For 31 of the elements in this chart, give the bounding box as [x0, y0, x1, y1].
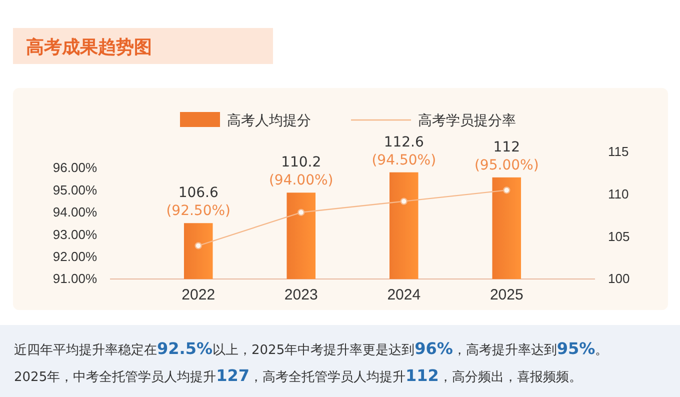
x-tick-label: 2022 [182, 286, 216, 304]
y2-tick-label: 110 [608, 186, 629, 202]
y-tick-label: 95.00% [52, 182, 98, 198]
text: 近四年平均提升率稳定在92.5%以上，2025年中考提升率更是达到96%，高考提升率达到95%。 [14, 339, 608, 358]
y2-tick-label: 105 [608, 228, 630, 244]
text: 2025年，中考全托管学员人均提升127，高考全托管学员人均提升112，高分频出，喜报频频。 [14, 366, 582, 385]
x-tick-label: 2023 [284, 286, 318, 304]
y2-tick-label: 100 [608, 271, 630, 286]
data-label: 112.6 [384, 134, 424, 150]
data-label: 110.2 [281, 154, 322, 171]
x-tick-label: 2024 [387, 286, 421, 304]
data-label: 106.6 [178, 185, 218, 202]
y-tick-label: 91.00% [52, 271, 98, 286]
point [298, 208, 305, 216]
point [400, 198, 408, 205]
legend-label: 高考学员提分率 [418, 113, 516, 129]
point [503, 186, 510, 194]
data-label: (92.50%) [166, 203, 231, 220]
y-tick-label: 92.00% [52, 248, 98, 264]
data-label: (94.00%) [268, 172, 334, 189]
y2-tick-label: 115 [608, 144, 629, 160]
x-tick-label: 2025 [490, 286, 524, 304]
chart-title: 高考成果趋势图 [26, 37, 152, 58]
data-label: (95.00%) [474, 157, 539, 174]
y-tick-label: 94.00% [52, 204, 98, 220]
data-label: (94.50%) [372, 152, 436, 168]
data-label: 112 [493, 139, 520, 156]
legend-label: 高考人均提分 [227, 113, 311, 129]
point [194, 242, 202, 250]
y-tick-label: 96.00% [52, 160, 98, 176]
y-tick-label: 93.00% [52, 226, 98, 242]
